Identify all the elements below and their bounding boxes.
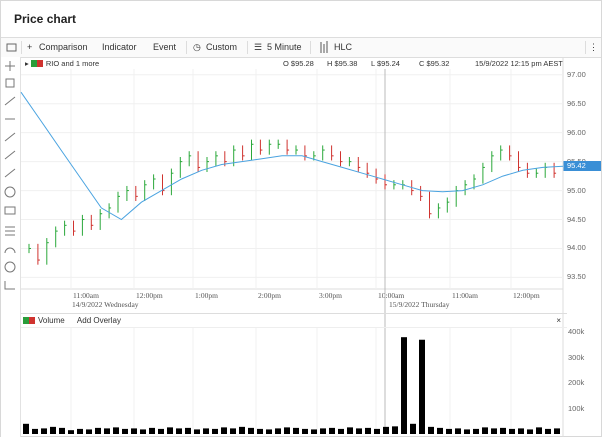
volume-bar bbox=[239, 427, 245, 434]
volume-bar bbox=[356, 428, 362, 434]
close-volume-icon[interactable]: × bbox=[556, 314, 561, 327]
volume-bar bbox=[347, 427, 353, 434]
volume-bar bbox=[437, 428, 443, 434]
volume-swatch-red bbox=[29, 317, 35, 324]
volume-bar bbox=[230, 428, 236, 434]
volume-bar bbox=[104, 428, 110, 434]
volume-bar bbox=[41, 428, 47, 434]
volume-bar bbox=[392, 426, 398, 434]
volume-bar bbox=[32, 429, 38, 434]
volume-bar bbox=[518, 428, 524, 434]
volume-bar bbox=[185, 428, 191, 434]
volume-bar bbox=[122, 429, 128, 434]
volume-bar bbox=[311, 429, 317, 434]
volume-bar bbox=[149, 428, 155, 434]
volume-bar bbox=[500, 428, 506, 434]
volume-bar bbox=[374, 429, 380, 434]
volume-bar bbox=[293, 428, 299, 434]
volume-bar bbox=[473, 429, 479, 434]
volume-bar bbox=[410, 424, 416, 434]
volume-bar bbox=[266, 429, 272, 434]
volume-bar bbox=[365, 428, 371, 434]
volume-panel-header: Volume Add Overlay × bbox=[21, 313, 567, 328]
volume-bar bbox=[248, 428, 254, 434]
volume-bar bbox=[284, 427, 290, 434]
volume-label: Volume bbox=[38, 316, 65, 325]
volume-bar bbox=[419, 340, 425, 434]
volume-bar bbox=[257, 429, 263, 434]
volume-bar bbox=[536, 427, 542, 434]
volume-bar bbox=[509, 429, 515, 434]
moving-average-line bbox=[21, 92, 563, 219]
volume-bar bbox=[329, 428, 335, 434]
volume-bar bbox=[455, 428, 461, 434]
volume-bar bbox=[428, 427, 434, 434]
volume-bar bbox=[320, 428, 326, 434]
volume-bar bbox=[527, 429, 533, 434]
volume-bar bbox=[446, 429, 452, 434]
volume-bar bbox=[86, 429, 92, 434]
volume-bar bbox=[401, 337, 407, 434]
volume-axis-label: 100k bbox=[568, 404, 584, 413]
volume-bar bbox=[491, 428, 497, 434]
volume-bar bbox=[23, 424, 29, 434]
volume-axis-label: 200k bbox=[568, 378, 584, 387]
volume-bar bbox=[275, 428, 281, 434]
volume-axis-label: 300k bbox=[568, 353, 584, 362]
volume-bar bbox=[212, 429, 218, 434]
volume-bar bbox=[176, 428, 182, 434]
volume-bar bbox=[50, 427, 56, 434]
volume-bar bbox=[482, 427, 488, 434]
volume-bar bbox=[383, 427, 389, 434]
volume-axis-label: 400k bbox=[568, 327, 584, 336]
volume-bar bbox=[95, 428, 101, 434]
add-overlay-button[interactable]: Add Overlay bbox=[77, 316, 121, 325]
volume-bar bbox=[167, 427, 173, 434]
volume-bar bbox=[131, 428, 137, 434]
volume-bar bbox=[140, 429, 146, 434]
volume-bar bbox=[113, 427, 119, 434]
volume-bar bbox=[464, 429, 470, 434]
volume-bar bbox=[221, 427, 227, 434]
volume-bar bbox=[302, 429, 308, 434]
volume-bar bbox=[554, 428, 560, 434]
volume-bar bbox=[203, 428, 209, 434]
volume-bar bbox=[158, 429, 164, 434]
volume-bar bbox=[194, 429, 200, 434]
volume-bar bbox=[68, 430, 74, 434]
volume-bar bbox=[59, 428, 65, 434]
volume-bar bbox=[545, 429, 551, 434]
volume-bar bbox=[338, 429, 344, 434]
volume-bar bbox=[77, 429, 83, 434]
